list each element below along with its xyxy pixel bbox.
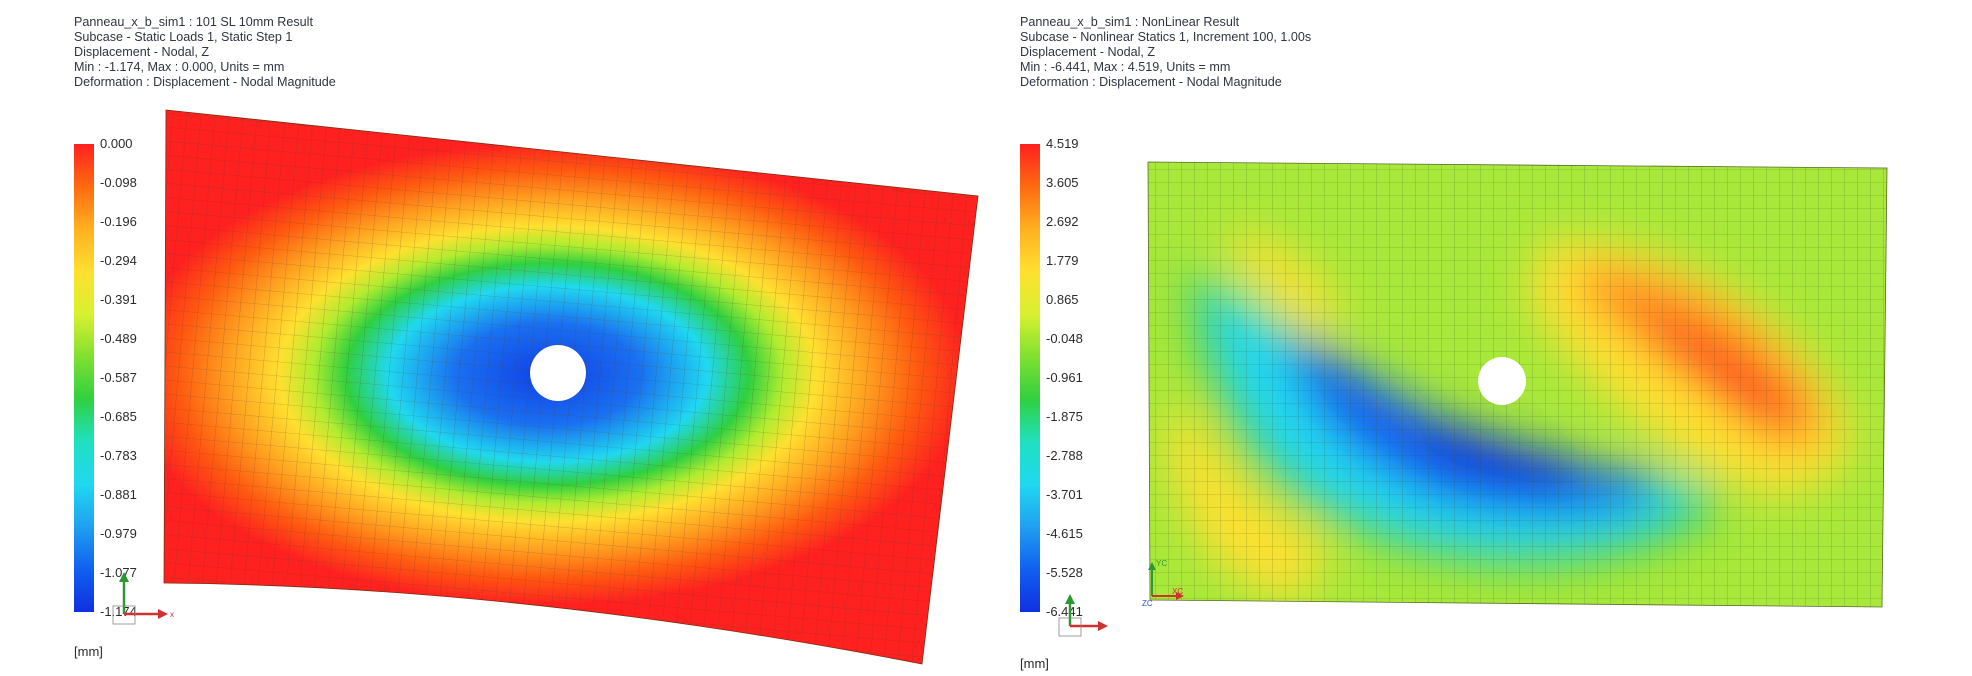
legend-tick: -0.196: [100, 214, 137, 229]
deformation-line: Deformation : Displacement - Nodal Magni…: [74, 75, 336, 89]
legend-tick: -0.881: [100, 487, 137, 502]
deformation-line: Deformation : Displacement - Nodal Magni…: [1020, 75, 1282, 89]
result-type-line: Displacement - Nodal, Z: [74, 45, 210, 59]
legend-tick: 0.000: [100, 136, 133, 151]
svg-text:ZC: ZC: [1142, 599, 1153, 608]
legend-tick: 0.865: [1046, 292, 1079, 307]
static-result-panel: Panneau_x_b_sim1 : 101 SL 10mm Result Su…: [0, 0, 986, 676]
min-max-line: Min : -6.441, Max : 4.519, Units = mm: [1020, 60, 1231, 74]
result-header: Panneau_x_b_sim1 : 101 SL 10mm Result Su…: [74, 15, 336, 90]
legend-tick: 3.605: [1046, 175, 1079, 190]
legend-tick: -0.048: [1046, 331, 1083, 346]
legend-tick: -6.441: [1046, 604, 1083, 619]
svg-text:XC: XC: [1172, 587, 1183, 596]
legend-tick: -0.489: [100, 331, 137, 346]
subcase-line: Subcase - Static Loads 1, Static Step 1: [74, 30, 293, 44]
color-legend-bar: [74, 144, 94, 612]
legend-units: [mm]: [1020, 656, 1049, 671]
legend-tick: -0.391: [100, 292, 137, 307]
result-title: Panneau_x_b_sim1 : NonLinear Result: [1020, 15, 1240, 29]
legend-tick: 2.692: [1046, 214, 1079, 229]
legend-triad: [1058, 594, 1108, 637]
legend-tick: -0.783: [100, 448, 137, 463]
legend-tick: -0.587: [100, 370, 137, 385]
legend-units: [mm]: [74, 644, 103, 659]
legend-tick: -1.875: [1046, 409, 1083, 424]
legend-tick: -0.294: [100, 253, 137, 268]
coordinate-triad: YC XC ZC: [1142, 559, 1184, 608]
legend-tick: -4.615: [1046, 526, 1083, 541]
legend-tick: -0.979: [100, 526, 137, 541]
legend-tick: -1.077: [100, 565, 137, 580]
legend-tick: 1.779: [1046, 253, 1079, 268]
legend-tick: -0.961: [1046, 370, 1083, 385]
result-header: Panneau_x_b_sim1 : NonLinear Result Subc…: [1020, 15, 1311, 90]
coordinate-triad: x: [112, 572, 174, 625]
legend-tick: -3.701: [1046, 487, 1083, 502]
legend-tick: -0.098: [100, 175, 137, 190]
subcase-line: Subcase - Nonlinear Statics 1, Increment…: [1020, 30, 1312, 44]
legend-tick: -0.685: [100, 409, 137, 424]
result-title: Panneau_x_b_sim1 : 101 SL 10mm Result: [74, 15, 313, 29]
nonlinear-result-panel: Panneau_x_b_sim1 : NonLinear Result Subc…: [986, 0, 1972, 676]
legend-tick: 4.519: [1046, 136, 1079, 151]
legend-tick: -2.788: [1046, 448, 1083, 463]
svg-text:x: x: [170, 610, 174, 619]
deformed-mesh-plot[interactable]: x: [0, 0, 986, 676]
svg-text:YC: YC: [1156, 559, 1167, 568]
legend-tick: -5.528: [1046, 565, 1083, 580]
color-legend-bar: [1020, 144, 1040, 612]
deformed-mesh-plot[interactable]: YC XC ZC: [986, 0, 1972, 676]
center-hole: [1478, 357, 1526, 405]
min-max-line: Min : -1.174, Max : 0.000, Units = mm: [74, 60, 285, 74]
center-hole: [530, 345, 586, 401]
result-type-line: Displacement - Nodal, Z: [1020, 45, 1156, 59]
